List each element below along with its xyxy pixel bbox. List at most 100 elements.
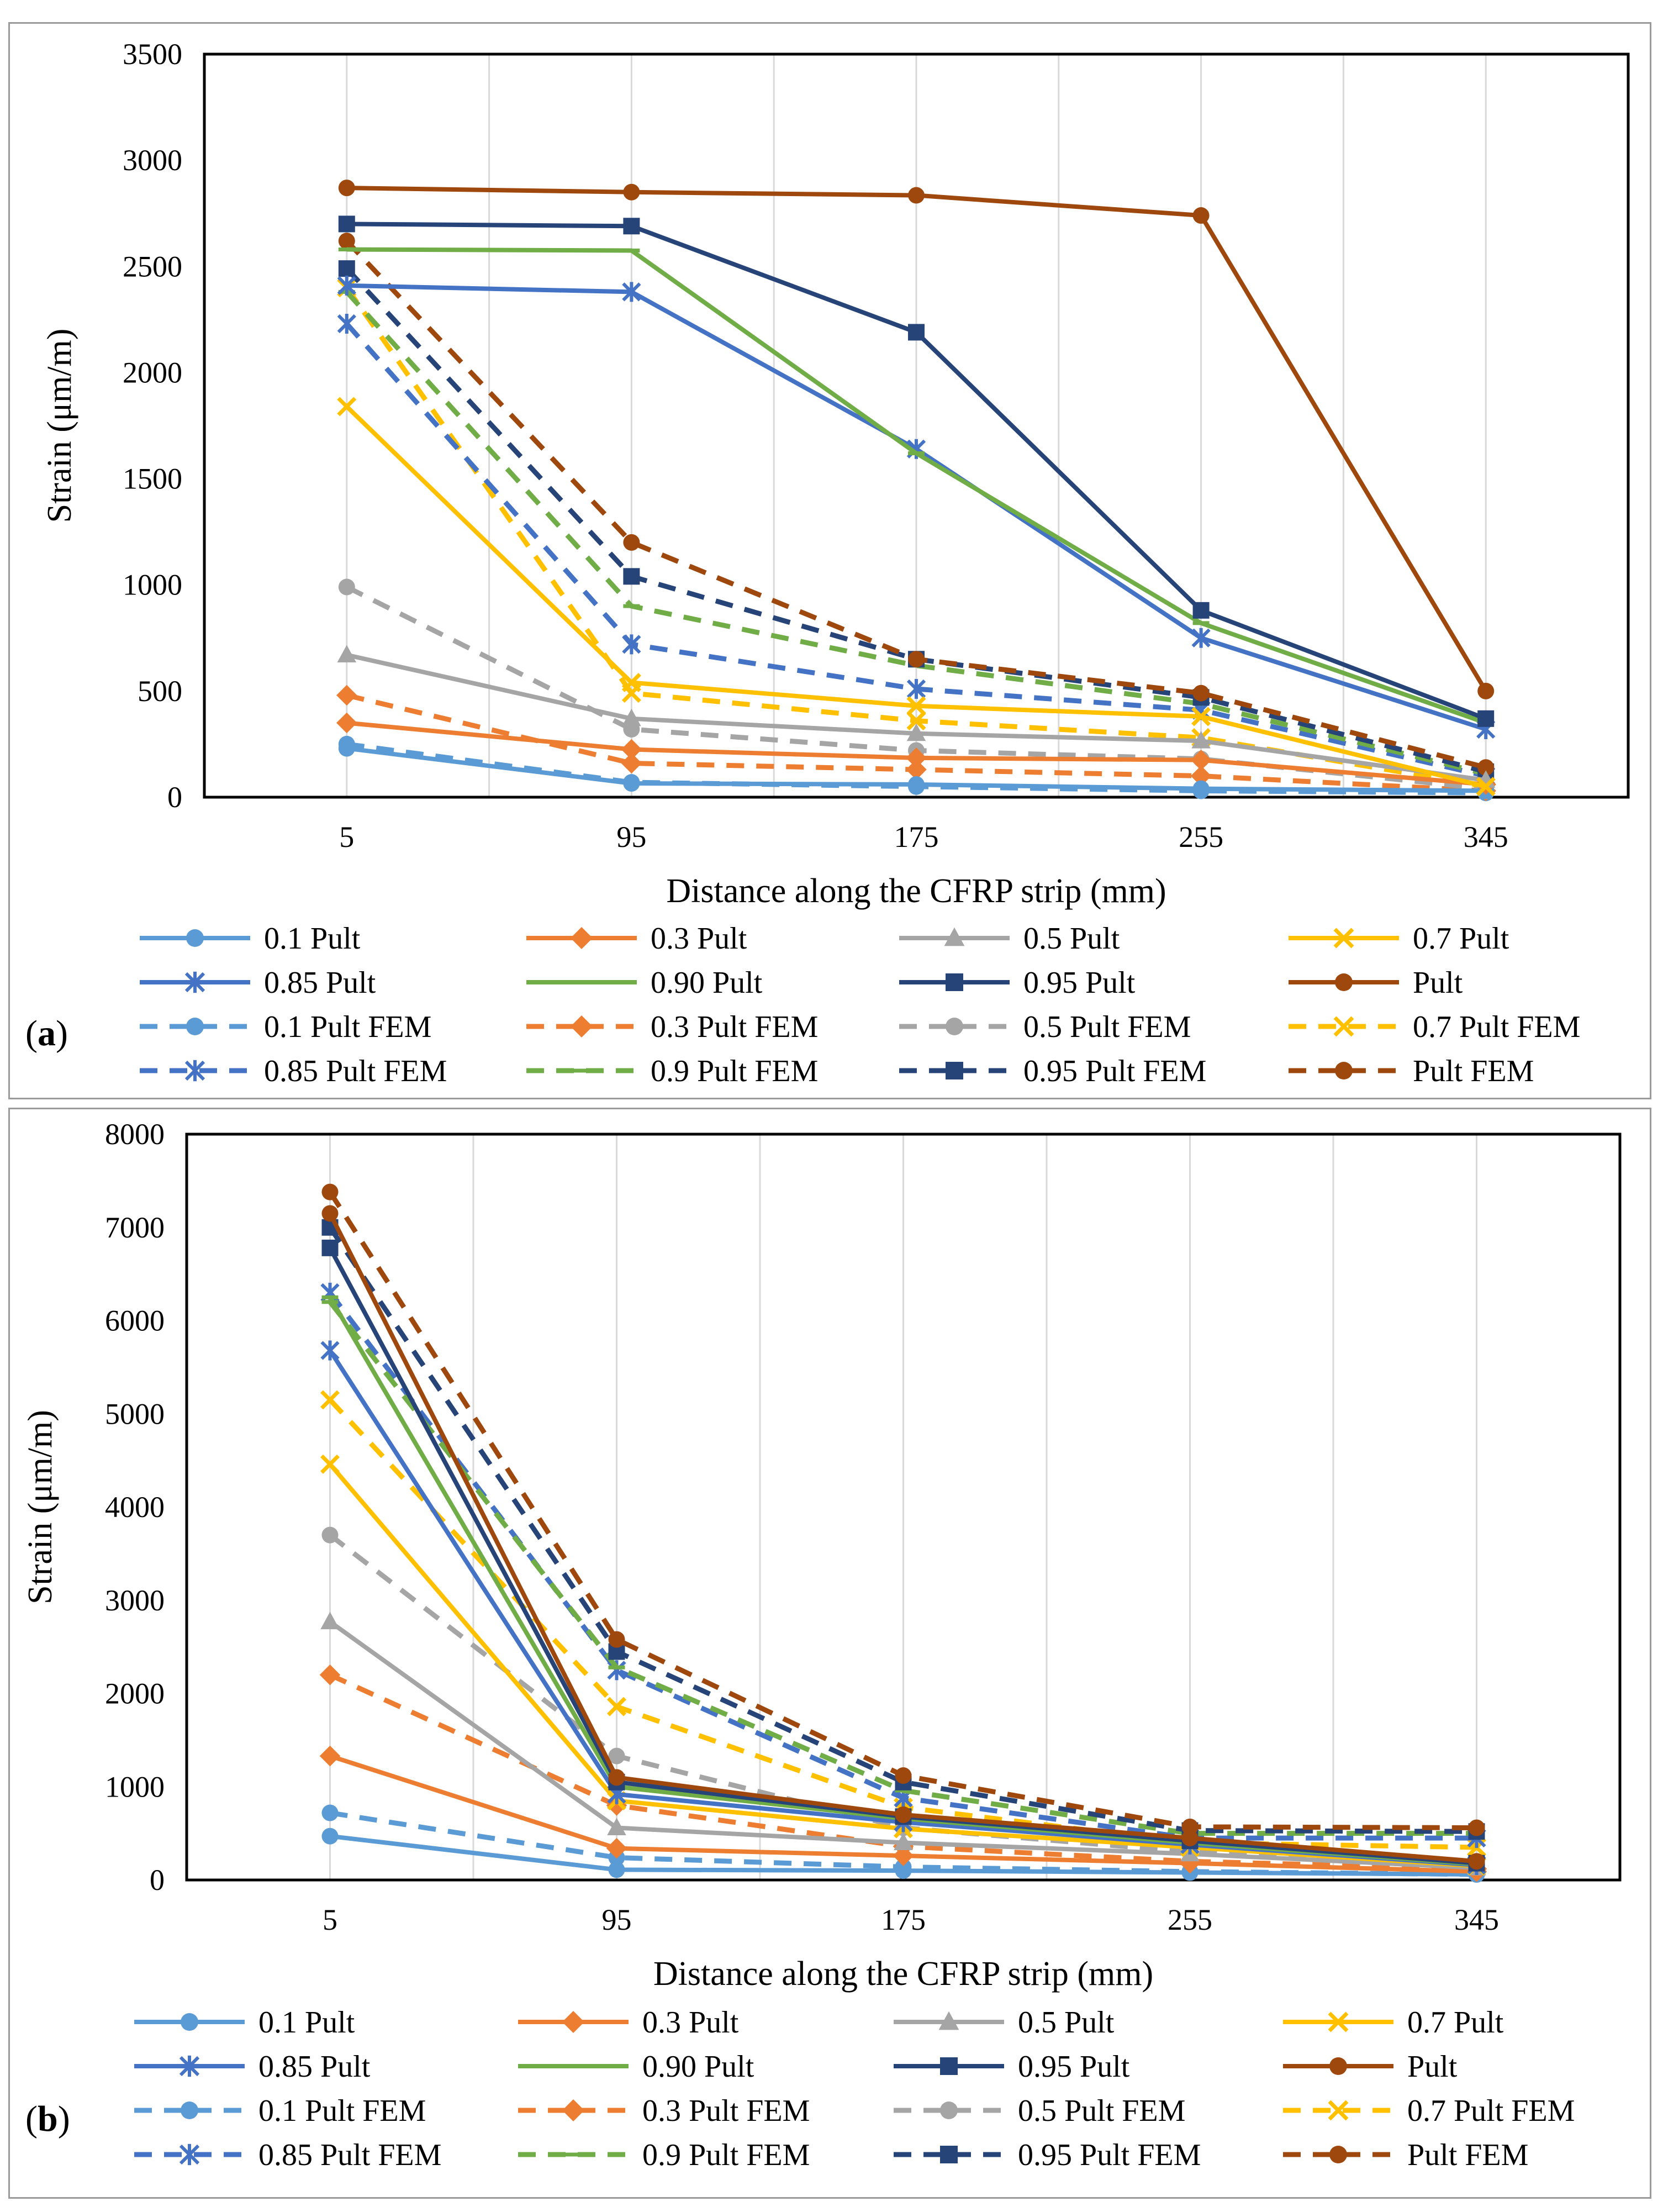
y-tick-label: 0: [150, 1863, 165, 1897]
y-tick-label: 1500: [123, 462, 182, 496]
data-point: [320, 1390, 340, 1410]
data-point: [1468, 1853, 1485, 1870]
y-axis-title: Strain (μm/m): [22, 1410, 59, 1604]
data-point: [336, 712, 357, 734]
legend-marker: [571, 927, 593, 949]
chart-panel-a: 0 500 1000 1500 2000 2500 3000 3500 5 95 175 255 345…: [8, 22, 1651, 1099]
legend-marker: [571, 1015, 593, 1037]
legend: 0.1 Pult 0.3 Pult 0.5 Pult 0.7 Pult 0.85 Pul…: [134, 2005, 1575, 2172]
data-point: [337, 314, 356, 334]
legend-marker: [1335, 1062, 1353, 1079]
data-point: [621, 752, 642, 774]
y-tick-label: 6000: [105, 1304, 165, 1337]
y-tick-label: 8000: [105, 1118, 165, 1151]
series-pult-fem: [338, 233, 1495, 776]
data-point: [1192, 602, 1210, 619]
y-tick-label: 2500: [123, 250, 182, 283]
data-point: [1192, 684, 1210, 702]
legend-item: 0.95 Pult FEM: [899, 1054, 1206, 1088]
x-tick-label: 5: [323, 1903, 337, 1936]
data-point: [337, 275, 356, 296]
legend-label: 0.3 Pult FEM: [651, 1010, 818, 1044]
legend-label: 0.1 Pult FEM: [264, 1010, 431, 1044]
data-point: [1191, 731, 1211, 749]
legend-item: 0.3 Pult: [526, 921, 747, 956]
y-tick-label: 3000: [105, 1584, 165, 1617]
y-tick-label: 500: [138, 675, 182, 708]
series-pult-fem: [321, 1183, 1485, 1836]
data-point: [319, 1665, 341, 1686]
legend-item: 0.9 Pult FEM: [518, 2138, 810, 2172]
data-point: [606, 1837, 627, 1859]
legend-label: Pult FEM: [1413, 1054, 1534, 1088]
legend-marker: [179, 2143, 200, 2166]
x-tick-label: 175: [894, 820, 939, 854]
legend-item: 0.95 Pult FEM: [894, 2138, 1201, 2172]
legend-item: 0.5 Pult FEM: [899, 1010, 1191, 1044]
legend-label: 0.90 Pult: [642, 2050, 754, 2084]
data-point: [1477, 759, 1495, 776]
legend-label: Pult: [1407, 2050, 1458, 2084]
data-point: [1192, 207, 1210, 224]
legend-marker: [940, 2102, 958, 2119]
x-tick-label: 5: [339, 820, 354, 854]
legend-item: 0.7 Pult: [1283, 2005, 1504, 2040]
data-point: [337, 397, 357, 417]
legend-marker: [184, 1060, 205, 1082]
legend-item: 0.9 Pult FEM: [526, 1054, 818, 1088]
data-point: [908, 776, 925, 793]
series-pult: [338, 180, 1495, 699]
legend-label: 0.95 Pult FEM: [1023, 1054, 1206, 1088]
data-point: [895, 1767, 912, 1784]
y-tick-label: 4000: [105, 1491, 165, 1524]
data-point: [321, 1205, 339, 1222]
legend-label: 0.85 Pult FEM: [258, 2138, 441, 2172]
x-tick-label: 255: [1168, 1903, 1212, 1936]
legend-label: 0.85 Pult: [258, 2050, 371, 2084]
legend-marker: [186, 1018, 204, 1035]
series-095-pult: [338, 215, 1495, 727]
data-point: [621, 739, 642, 760]
data-point: [623, 534, 640, 551]
data-point: [1192, 780, 1210, 797]
data-point: [908, 651, 925, 668]
legend-marker: [946, 1062, 963, 1079]
series-line: [328, 1226, 1477, 1834]
legend-item: 0.3 Pult: [518, 2005, 739, 2040]
legend-item: 0.5 Pult FEM: [894, 2094, 1185, 2128]
data-point: [337, 645, 357, 663]
legend-item: 0.5 Pult: [894, 2005, 1115, 2040]
x-tick-label: 345: [1464, 820, 1508, 854]
legend-item: 0.7 Pult FEM: [1283, 2094, 1575, 2128]
data-point: [321, 1526, 339, 1544]
legend-label: 0.3 Pult: [651, 921, 747, 956]
data-point: [906, 711, 926, 731]
legend-marker: [184, 971, 205, 993]
legend-item: 0.85 Pult FEM: [140, 1054, 447, 1088]
legend-item: 0.7 Pult: [1289, 921, 1509, 956]
legend-label: 0.9 Pult FEM: [651, 1054, 818, 1088]
data-point: [321, 1239, 339, 1256]
legend-label: 0.7 Pult FEM: [1407, 2094, 1575, 2128]
legend-label: 0.5 Pult FEM: [1023, 1010, 1191, 1044]
legend-label: 0.95 Pult: [1023, 966, 1136, 1000]
data-point: [608, 1769, 625, 1786]
legend-marker: [562, 2099, 584, 2121]
legend-label: 0.85 Pult FEM: [264, 1054, 447, 1088]
data-point: [906, 747, 927, 768]
data-point: [321, 1827, 339, 1845]
data-point: [1191, 707, 1211, 726]
legend-label: 0.5 Pult FEM: [1018, 2094, 1185, 2128]
legend-label: 0.3 Pult FEM: [642, 2094, 810, 2128]
legend-item: 0.1 Pult FEM: [140, 1010, 431, 1044]
legend-label: 0.9 Pult FEM: [642, 2138, 810, 2172]
legend-label: 0.7 Pult: [1407, 2005, 1504, 2040]
legend-label: Pult FEM: [1407, 2138, 1528, 2172]
data-point: [608, 1861, 625, 1878]
data-point: [622, 634, 641, 655]
data-point: [622, 708, 641, 726]
data-point: [336, 684, 357, 706]
series-pult: [321, 1205, 1485, 1870]
x-tick-label: 95: [616, 820, 646, 854]
legend-item: Pult: [1289, 966, 1463, 1000]
